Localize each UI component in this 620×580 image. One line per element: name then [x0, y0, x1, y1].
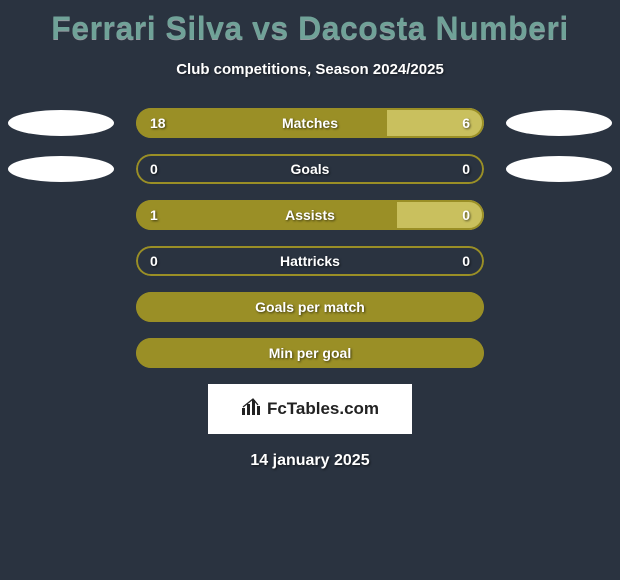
container: Ferrari Silva vs Dacosta Numberi Club co… — [0, 0, 620, 580]
bar-text: 1Assists0 — [136, 200, 484, 230]
page-title: Ferrari Silva vs Dacosta Numberi — [0, 0, 620, 47]
stat-value-left: 1 — [136, 207, 176, 223]
logo-text: FcTables.com — [267, 399, 379, 419]
stat-row: 0Hattricks0 — [5, 246, 615, 276]
bar-text: 0Hattricks0 — [136, 246, 484, 276]
stat-row: Goals per match — [5, 292, 615, 322]
bar-text: Min per goal — [136, 338, 484, 368]
stat-label: Goals per match — [176, 299, 444, 315]
stat-label: Assists — [176, 207, 444, 223]
stat-row: 1Assists0 — [5, 200, 615, 230]
stat-label: Goals — [176, 161, 444, 177]
bar-text: 18Matches6 — [136, 108, 484, 138]
stat-label: Matches — [176, 115, 444, 131]
subtitle: Club competitions, Season 2024/2025 — [0, 61, 620, 78]
stat-value-left: 0 — [136, 161, 176, 177]
team-badge-left — [8, 156, 114, 182]
stat-value-right: 0 — [444, 161, 484, 177]
bar-text: 0Goals0 — [136, 154, 484, 184]
stat-bar: 1Assists0 — [136, 200, 484, 230]
team-badge-right — [506, 156, 612, 182]
stat-row: 0Goals0 — [5, 154, 615, 184]
logo-box: FcTables.com — [208, 384, 412, 434]
stat-bar: Min per goal — [136, 338, 484, 368]
stat-bar: 18Matches6 — [136, 108, 484, 138]
stat-value-left: 0 — [136, 253, 176, 269]
bars-icon — [241, 398, 263, 421]
team-badge-right — [506, 110, 612, 136]
stat-bar: 0Hattricks0 — [136, 246, 484, 276]
stat-value-right: 0 — [444, 207, 484, 223]
stat-value-right: 0 — [444, 253, 484, 269]
stat-bar: Goals per match — [136, 292, 484, 322]
stat-bar: 0Goals0 — [136, 154, 484, 184]
stat-row: Min per goal — [5, 338, 615, 368]
stat-row: 18Matches6 — [5, 108, 615, 138]
footer-date: 14 january 2025 — [0, 452, 620, 470]
stat-label: Hattricks — [176, 253, 444, 269]
stats-rows: 18Matches60Goals01Assists00Hattricks0Goa… — [0, 108, 620, 368]
stat-value-left: 18 — [136, 115, 176, 131]
bar-text: Goals per match — [136, 292, 484, 322]
stat-label: Min per goal — [176, 345, 444, 361]
team-badge-left — [8, 110, 114, 136]
stat-value-right: 6 — [444, 115, 484, 131]
